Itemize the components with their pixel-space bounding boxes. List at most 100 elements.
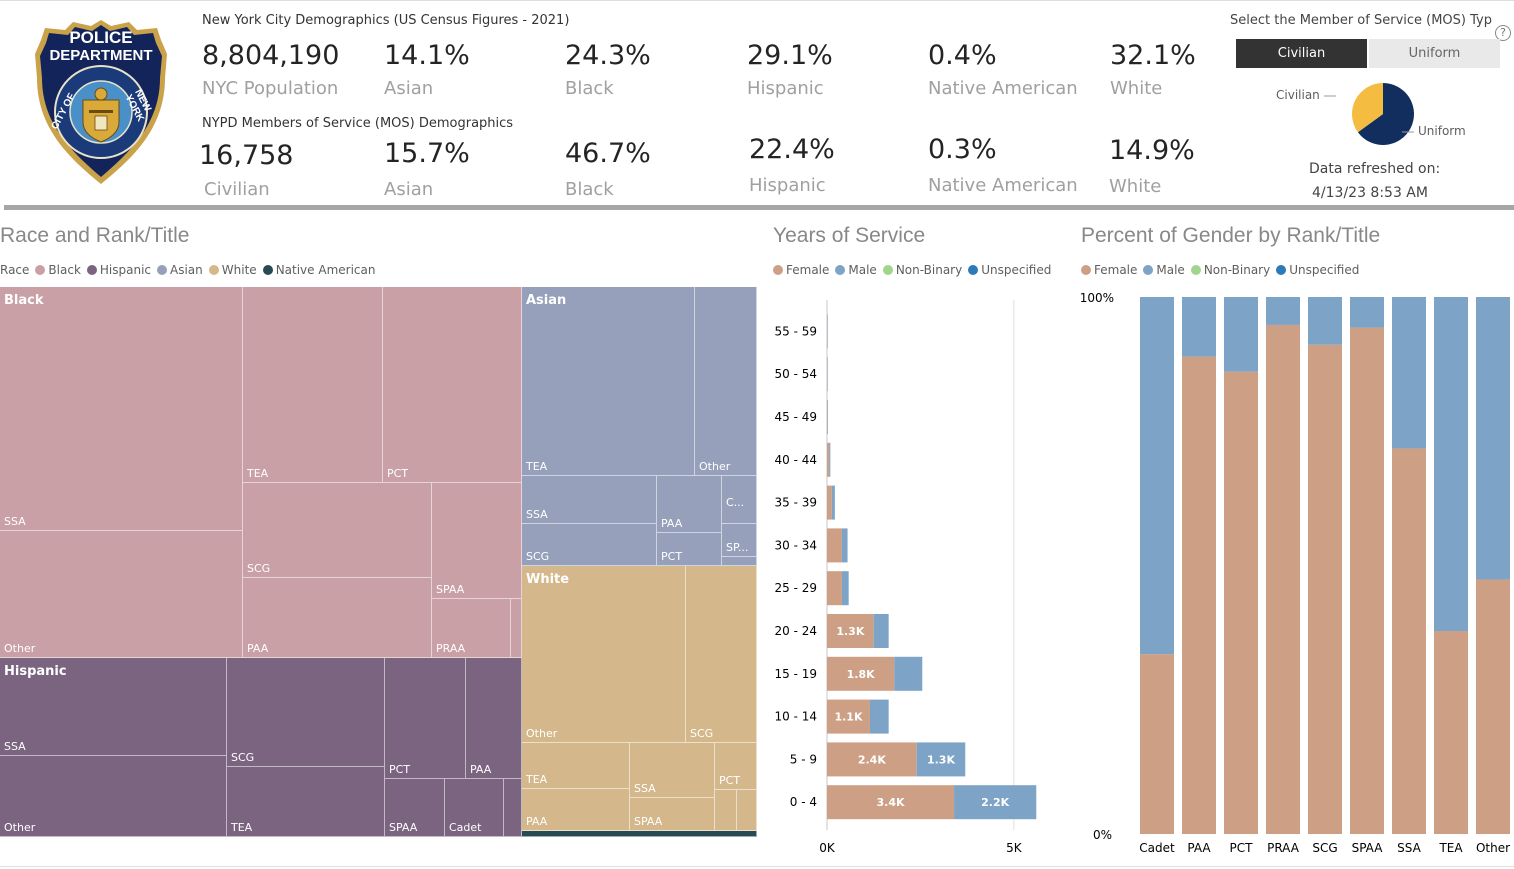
mos-toggle-civilian[interactable]: Civilian — [1236, 39, 1367, 68]
gender-category-label: SSA — [1397, 841, 1421, 855]
treemap-tile-hispanic-pct[interactable]: PCT — [385, 658, 466, 779]
treemap-tile-asian-small[interactable] — [722, 557, 757, 566]
gender-category-label: SCG — [1312, 841, 1337, 855]
nypd-black-label: Black — [565, 179, 614, 200]
treemap-tile-asian-other[interactable]: Other — [695, 287, 757, 476]
treemap-tile-black-small[interactable] — [511, 599, 522, 658]
yos-bar-male — [827, 357, 828, 392]
nypd-black-value: 46.7% — [565, 138, 651, 169]
treemap-tile-hispanic-paa[interactable]: PAA — [466, 658, 522, 779]
gender-bar-male — [1266, 297, 1300, 325]
treemap-tile-white-tea[interactable]: TEA — [522, 743, 630, 789]
yos-category-label: 5 - 9 — [790, 752, 817, 766]
gender-category-label: SPAA — [1352, 841, 1384, 855]
yos-legend-female: Female — [773, 263, 829, 277]
legend-item-hispanic: Hispanic — [86, 263, 151, 277]
gender-rank-title: Percent of Gender by Rank/Title — [1081, 224, 1381, 247]
nypd-hispanic-value: 22.4% — [749, 134, 835, 165]
legend-item-asian: Asian — [157, 263, 203, 277]
gender-bar-male — [1476, 297, 1510, 580]
nypd-asian-value: 15.7% — [384, 138, 470, 169]
treemap-tile-black-pct[interactable]: PCT — [383, 287, 522, 483]
percent-gender-chart: 100% 0% Cadet PAA PCT PRAA SCG SPAA SSA TEA Other — [1080, 291, 1510, 855]
treemap-tile-hispanic-cadet[interactable]: Cadet — [445, 779, 504, 837]
treemap-tile-black-paa[interactable]: PAA — [243, 578, 432, 658]
yos-category-label: 35 - 39 — [775, 496, 818, 510]
gender-category-label: Cadet — [1139, 841, 1175, 855]
treemap-tile-black-ssa[interactable]: Black SSA — [0, 287, 243, 531]
treemap-tile-asian-ssa[interactable]: SSA — [522, 476, 657, 524]
treemap-tile-hispanic-tea[interactable]: TEA — [227, 767, 385, 837]
treemap-tile-hispanic-small[interactable] — [504, 779, 522, 837]
treemap-tile-asian-sp[interactable]: SP... — [722, 524, 757, 557]
mos-selector-title: Select the Member of Service (MOS) Type — [1230, 13, 1492, 28]
mos-pie-chart — [1324, 83, 1414, 145]
gender-bar-male — [1224, 297, 1258, 372]
gender-bar-male — [1350, 297, 1384, 328]
gender-bar-female — [1266, 324, 1300, 834]
yos-bar-label: 1.3K — [927, 753, 955, 766]
treemap-tile-black-spaa[interactable]: SPAA — [432, 483, 522, 599]
treemap-tile-hispanic-spaa[interactable]: SPAA — [385, 779, 445, 837]
nyc-population-value: 8,804,190 — [202, 40, 340, 71]
nyc-black-value: 24.3% — [565, 40, 651, 71]
gender-bar-female — [1140, 654, 1174, 834]
badge-text-police: POLICE — [69, 28, 133, 47]
yos-bar-female — [827, 528, 842, 563]
mos-toggle-uniform[interactable]: Uniform — [1369, 39, 1500, 68]
treemap-tile-asian-pct[interactable]: PCT — [657, 533, 722, 566]
treemap-tile-white-small-a[interactable] — [715, 790, 737, 831]
gender-bar-male — [1308, 297, 1342, 345]
nyc-demographics-title: New York City Demographics (US Census Fi… — [202, 13, 570, 28]
treemap-tile-white-spaa[interactable]: SPAA — [630, 798, 715, 831]
treemap-tile-native-american[interactable] — [522, 831, 757, 837]
gender-category-label: Other — [1476, 841, 1510, 855]
treemap-tile-white-ssa[interactable]: SSA — [630, 743, 715, 798]
data-refresh-value: 4/13/23 8:53 AM — [1312, 185, 1428, 201]
nypd-native-american-value: 0.3% — [928, 134, 997, 165]
treemap-tile-black-scg[interactable]: SCG — [243, 483, 432, 578]
gender-bar-female — [1476, 579, 1510, 834]
nyc-asian-label: Asian — [384, 78, 434, 99]
yos-bar-male — [831, 485, 835, 520]
legend-item-white: White — [208, 263, 257, 277]
gender-category-label: TEA — [1438, 841, 1463, 855]
treemap-tile-asian-paa[interactable]: PAA — [657, 476, 722, 533]
nyc-native-american-value: 0.4% — [928, 40, 997, 71]
treemap-tile-white-small-b[interactable] — [737, 790, 757, 831]
yos-bar-female — [827, 571, 842, 606]
treemap-tile-asian-scg[interactable]: SCG — [522, 524, 657, 566]
treemap-tile-white-other[interactable]: White Other — [522, 566, 686, 743]
treemap-tile-hispanic-ssa[interactable]: Hispanic SSA — [0, 658, 227, 756]
yos-bar-male — [827, 400, 828, 434]
yos-bar-label: 1.8K — [847, 668, 875, 681]
treemap-group-black: Black — [4, 293, 44, 308]
nyc-asian-value: 14.1% — [384, 40, 470, 71]
treemap-tile-asian-tea[interactable]: Asian TEA — [522, 287, 695, 476]
treemap-tile-asian-c[interactable]: C... — [722, 476, 757, 524]
yos-legend-unspecified: Unspecified — [968, 263, 1051, 277]
treemap-tile-black-tea[interactable]: TEA — [243, 287, 383, 483]
treemap-tile-black-other[interactable]: Other — [0, 531, 243, 658]
yos-category-label: 25 - 29 — [775, 581, 818, 595]
yos-category-label: 30 - 34 — [775, 538, 818, 552]
nyc-black-label: Black — [565, 78, 614, 99]
treemap-tile-white-scg[interactable]: SCG — [686, 566, 757, 743]
gender-bar-female — [1224, 371, 1258, 834]
pie-label-civilian: Civilian — [1276, 88, 1320, 102]
yos-bar-label: 2.2K — [981, 796, 1009, 809]
treemap-tile-hispanic-other[interactable]: Other — [0, 756, 227, 837]
treemap-tile-white-paa[interactable]: PAA — [522, 789, 630, 831]
treemap-tile-white-pct[interactable]: PCT — [715, 743, 757, 790]
yos-category-label: 45 - 49 — [775, 410, 818, 424]
race-rank-treemap: Black SSA Other TEA PCT SCG PAA SPAA PRAA… — [0, 287, 757, 837]
yos-bar-female — [827, 485, 832, 520]
treemap-tile-black-praa[interactable]: PRAA — [432, 599, 511, 658]
badge-text-department: DEPARTMENT — [49, 47, 153, 64]
treemap-group-white: White — [526, 572, 570, 587]
gender-bar-female — [1182, 356, 1216, 834]
race-rank-title: Race and Rank/Title — [0, 224, 190, 247]
treemap-tile-hispanic-scg[interactable]: SCG — [227, 658, 385, 767]
yos-category-label: 10 - 14 — [775, 710, 818, 724]
help-question-icon[interactable]: ? — [1495, 25, 1511, 41]
